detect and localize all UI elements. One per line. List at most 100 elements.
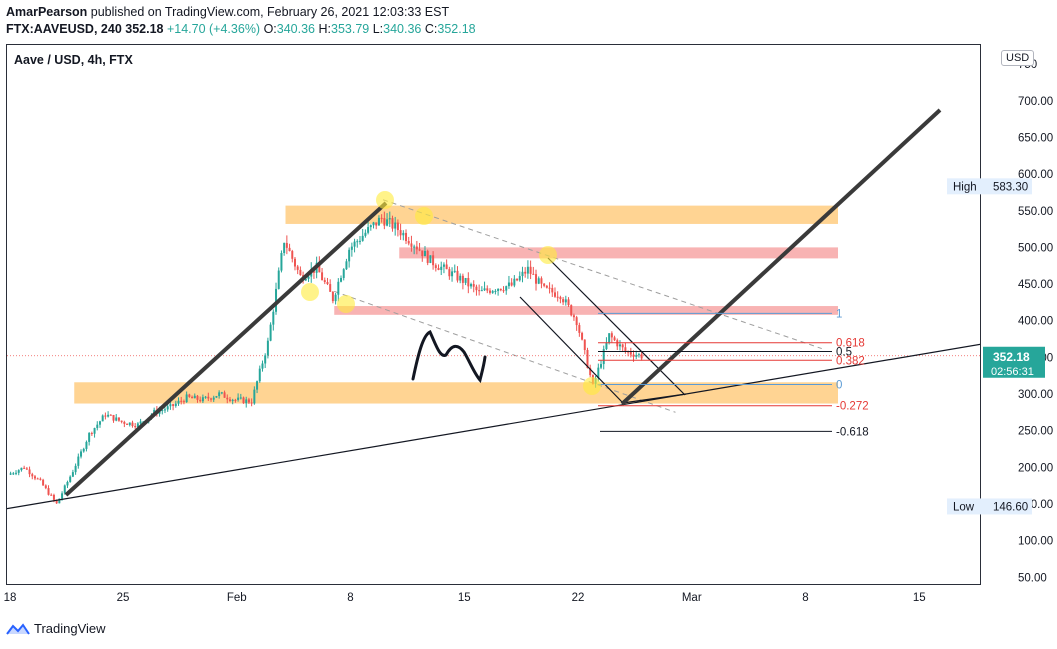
candle-body [377,217,380,226]
candle-body [291,251,294,259]
candle-body [621,344,624,348]
candle-body [461,275,464,283]
candle-body [318,262,321,273]
candle-body [17,470,20,473]
open-value: 340.36 [276,22,316,36]
candle-body [74,465,77,473]
candle-body [429,255,432,263]
candle-body [112,415,115,421]
published-text: published on TradingView.com, February 2… [90,5,450,19]
candle-body [9,473,12,475]
touch-point-highlight [337,295,355,313]
candles [9,211,643,504]
y-tick-label: 500.00 [1018,242,1053,254]
candle-body [261,363,264,369]
candle-body [345,261,348,270]
high-value: 353.79 [331,22,370,36]
candle-body [253,389,256,404]
candle-body [15,472,18,474]
candle-body [610,333,613,338]
candle-body [586,349,589,368]
x-tick-label: 15 [458,592,471,604]
candle-body [288,247,291,252]
candle-body [23,467,26,469]
candle-body [543,283,546,286]
candle-body [80,451,83,457]
candle-body [632,354,635,357]
candle-body [161,410,164,412]
high-label: H: [318,22,332,36]
x-tick-label: 18 [4,592,17,604]
marker-label: Low [953,501,975,513]
candle-body [280,253,283,271]
candle-body [277,270,280,289]
tradingview-brand[interactable]: TradingView [6,621,106,636]
candle-body [386,219,389,226]
candle-body [535,274,538,284]
candle-body [372,222,375,226]
candle-body [388,218,391,220]
candle-body [172,404,175,406]
candle-body [98,421,101,425]
candle-body [437,268,440,270]
candle-body [505,286,508,291]
candle-body [50,494,53,496]
candle-body [250,402,253,404]
candle-body [28,469,31,475]
current-price-tag: 352.18 02:56:31 [983,346,1045,378]
last-price: 352.18 [125,22,164,36]
candle-body [545,285,548,288]
candle-body [326,282,329,285]
candle-body [207,396,210,399]
candle-body [459,275,462,281]
candle-body [39,478,42,480]
touch-point-highlight [415,207,433,225]
candle-body [174,403,177,406]
candle-body [215,396,218,398]
fib-label: -0.618 [836,426,869,438]
candle-body [120,420,123,422]
candle-body [396,222,399,231]
candle-body [234,399,237,401]
candle-body [266,340,269,356]
currency-button[interactable]: USD [1001,50,1035,66]
chart-pane[interactable] [6,44,981,585]
candle-body [20,467,23,471]
candle-body [139,421,142,424]
candle-body [348,249,351,262]
candle-body [104,415,107,417]
candle-body [185,394,188,403]
candle-body [69,476,72,482]
candle-body [188,394,191,397]
countdown-timer: 02:56:31 [991,366,1034,378]
candle-body [201,397,204,402]
candle-body [134,426,137,428]
candle-body [440,266,443,270]
candle-body [578,325,581,333]
dashed-channel-lower [334,290,676,413]
touch-point-highlight [539,246,557,264]
candle-body [559,297,562,300]
candle-body [123,421,126,424]
y-tick-label: 50.00 [1018,572,1047,584]
candle-body [551,288,554,293]
candle-body [383,218,386,226]
x-tick-label: Mar [682,592,702,604]
candle-body [518,276,521,281]
candle-body [413,246,416,248]
y-tick-label: 400.00 [1018,316,1053,328]
price-axis: 700.00 650.00 600.00 550.00 500.00 450.00 400.… [947,59,1053,584]
brand-name: TradingView [34,621,106,636]
candle-body [47,488,50,495]
author-name[interactable]: AmarPearson [6,5,88,19]
candle-body [353,241,356,247]
marker-value: 146.60 [993,501,1028,513]
touch-point-highlight [583,377,601,395]
candle-body [445,264,448,270]
candle-body [513,278,516,286]
candle-body [537,278,540,284]
candle-body [269,324,272,341]
candle-body [635,355,638,357]
